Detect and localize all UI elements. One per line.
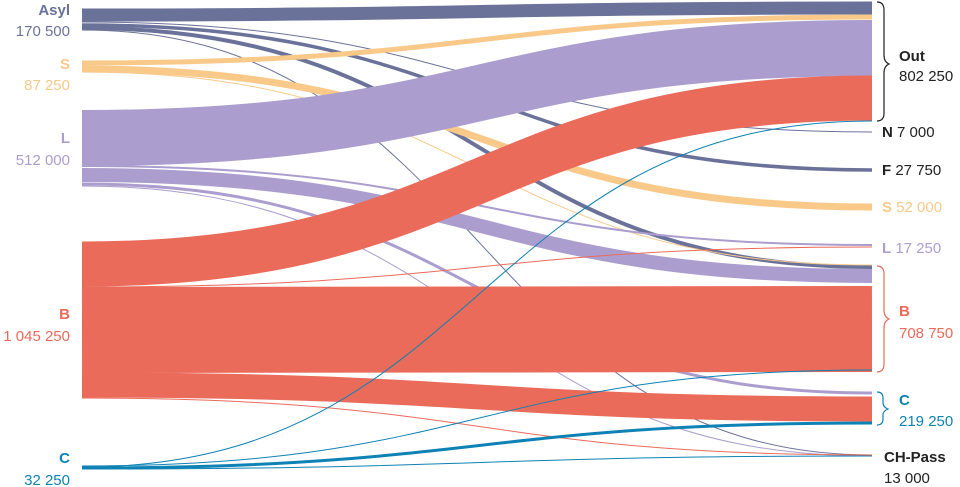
- flow-c-chpass: [81, 455, 873, 470]
- target-labels: Out 802 250 N 7 000 F 27 750 S 52 000 L …: [882, 48, 953, 487]
- flow-asyl-b: [81, 26, 873, 269]
- source-value-l: 512 000: [16, 152, 70, 169]
- target-name-l: L: [882, 240, 891, 257]
- source-value-s: 87 250: [24, 77, 70, 94]
- source-name-l: L: [61, 130, 70, 147]
- flow-c-c: [81, 421, 873, 470]
- target-value-l: 17 250: [895, 240, 941, 257]
- target-name-chpass: CH-Pass: [884, 449, 946, 466]
- target-value-out: 802 250: [899, 68, 953, 85]
- brace-c: [876, 391, 890, 426]
- target-braces: [876, 1, 891, 426]
- target-value-s: 52 000: [896, 199, 942, 216]
- flow-b-out: [81, 75, 873, 287]
- source-value-c: 32 250: [24, 472, 70, 487]
- flow-c-out: [81, 120, 873, 468]
- target-name-n: N: [882, 124, 893, 141]
- target-value-f: 27 750: [895, 162, 941, 179]
- brace-b: [876, 265, 891, 373]
- source-labels: Asyl 170 500 S 87 250 L 512 000 B 1 045 …: [3, 2, 70, 487]
- flow-s-out: [81, 14, 873, 66]
- target-value-b: 708 750: [899, 325, 953, 342]
- flow-b-l: [81, 246, 873, 288]
- flow-c-b: [81, 369, 873, 467]
- flow-b-c: [81, 372, 873, 422]
- target-value-n: 7 000: [897, 124, 935, 141]
- flow-asyl-out: [81, 1, 873, 22]
- target-label-f: F 27 750: [882, 162, 941, 179]
- target-value-c: 219 250: [899, 413, 953, 430]
- flow-b-chpass: [81, 397, 873, 456]
- flow-b-b: [81, 286, 873, 373]
- flow-l-out: [81, 20, 873, 166]
- target-label-s: S 52 000: [882, 199, 942, 216]
- target-name-s: S: [882, 199, 892, 216]
- source-name-c: C: [59, 450, 70, 467]
- target-value-chpass: 13 000: [884, 470, 930, 487]
- target-label-n: N 7 000: [882, 124, 935, 141]
- source-name-b: B: [59, 306, 70, 323]
- flow-asyl-chpass: [81, 29, 873, 456]
- target-label-l: L 17 250: [882, 240, 941, 257]
- target-name-out: Out: [899, 48, 925, 65]
- flow-s-s: [81, 65, 873, 211]
- source-value-b: 1 045 250: [3, 328, 70, 345]
- source-name-asyl: Asyl: [38, 2, 70, 19]
- target-name-b: B: [899, 303, 910, 320]
- source-name-s: S: [60, 56, 70, 73]
- brace-out: [876, 1, 891, 122]
- target-name-f: F: [882, 162, 891, 179]
- source-value-asyl: 170 500: [16, 23, 70, 40]
- flow-layer: [81, 1, 873, 470]
- flow-l-b: [81, 168, 873, 283]
- flow-l-l: [81, 165, 873, 246]
- target-name-c: C: [899, 392, 910, 409]
